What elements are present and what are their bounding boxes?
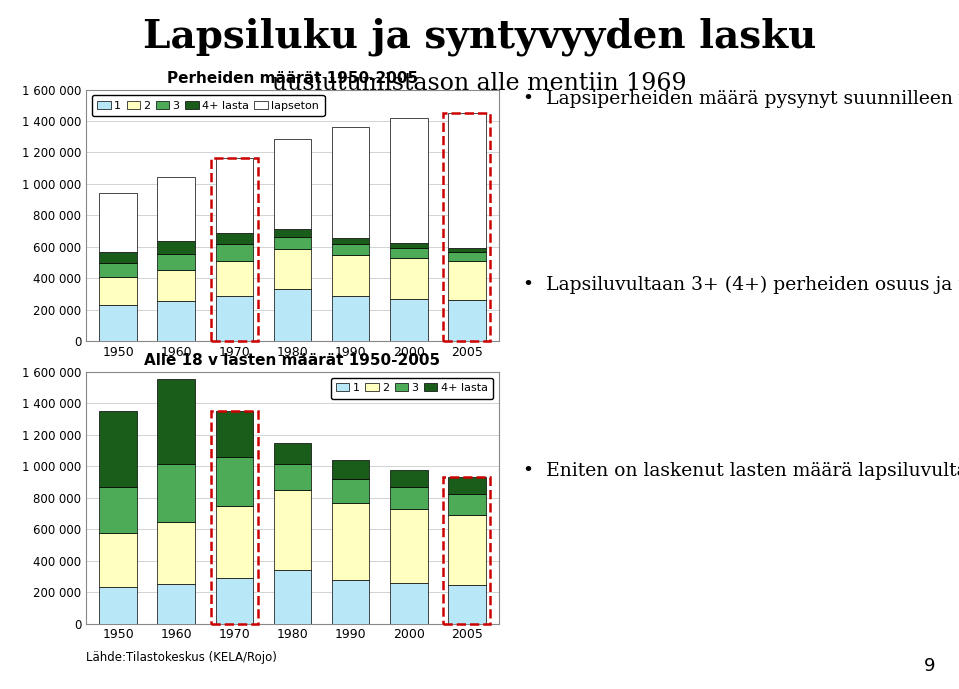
Text: •  Lapsiperheiden määrä pysynyt suunnilleen vakiona, osuus on laskenut väestön i: • Lapsiperheiden määrä pysynyt suunnille… bbox=[523, 90, 959, 107]
Bar bbox=[448, 113, 485, 247]
Bar bbox=[448, 515, 485, 585]
Bar bbox=[448, 477, 485, 494]
Bar bbox=[389, 583, 428, 624]
Bar bbox=[273, 289, 312, 341]
Bar bbox=[100, 411, 137, 487]
Bar bbox=[332, 127, 369, 238]
Bar bbox=[443, 477, 490, 624]
Bar bbox=[273, 237, 312, 249]
Bar bbox=[448, 585, 485, 624]
Text: Lapsiluku ja syntyvyyden lasku: Lapsiluku ja syntyvyyden lasku bbox=[143, 17, 816, 56]
Bar bbox=[389, 248, 428, 258]
Bar bbox=[448, 252, 485, 261]
Bar bbox=[448, 300, 485, 341]
Bar bbox=[389, 243, 428, 248]
Bar bbox=[273, 570, 312, 624]
Bar bbox=[216, 158, 253, 234]
Bar bbox=[157, 270, 196, 301]
Legend: 1, 2, 3, 4+ lasta: 1, 2, 3, 4+ lasta bbox=[331, 378, 493, 399]
Bar bbox=[211, 411, 258, 624]
Bar bbox=[100, 263, 137, 278]
Bar bbox=[216, 411, 253, 457]
Bar bbox=[157, 254, 196, 270]
Title: Alle 18 v lasten määrät 1950-2005: Alle 18 v lasten määrät 1950-2005 bbox=[145, 353, 440, 368]
Bar bbox=[448, 494, 485, 515]
Bar bbox=[448, 261, 485, 300]
Bar bbox=[100, 533, 137, 588]
Bar bbox=[157, 464, 196, 522]
Bar bbox=[389, 258, 428, 298]
Text: 9: 9 bbox=[924, 657, 935, 675]
Bar bbox=[273, 139, 312, 229]
Bar bbox=[100, 305, 137, 341]
Bar bbox=[389, 298, 428, 341]
Legend: 1, 2, 3, 4+ lasta, lapseton: 1, 2, 3, 4+ lasta, lapseton bbox=[92, 95, 324, 116]
Bar bbox=[273, 490, 312, 570]
Bar bbox=[157, 584, 196, 624]
Bar bbox=[216, 457, 253, 506]
Bar bbox=[332, 460, 369, 480]
Bar bbox=[332, 480, 369, 503]
Bar bbox=[389, 487, 428, 509]
Bar bbox=[100, 194, 137, 252]
Bar bbox=[273, 229, 312, 237]
Bar bbox=[100, 252, 137, 263]
Bar bbox=[100, 278, 137, 305]
Bar bbox=[273, 249, 312, 289]
Bar bbox=[157, 177, 196, 241]
Bar bbox=[273, 464, 312, 490]
Bar bbox=[332, 296, 369, 341]
Bar bbox=[211, 158, 258, 341]
Bar bbox=[100, 487, 137, 533]
Bar bbox=[157, 301, 196, 341]
Bar bbox=[157, 522, 196, 584]
Bar bbox=[100, 588, 137, 624]
Text: uusiutumistason alle mentiin 1969: uusiutumistason alle mentiin 1969 bbox=[272, 72, 687, 95]
Bar bbox=[157, 241, 196, 254]
Bar bbox=[332, 503, 369, 580]
Bar bbox=[389, 509, 428, 583]
Text: •  Lapsiluvultaan 3+ (4+) perheiden osuus ja määrä on laskenut ennen uusiutumist: • Lapsiluvultaan 3+ (4+) perheiden osuus… bbox=[523, 276, 959, 294]
Bar bbox=[332, 255, 369, 296]
Bar bbox=[332, 245, 369, 255]
Text: Lähde:Tilastokeskus (KELA/Rojo): Lähde:Tilastokeskus (KELA/Rojo) bbox=[86, 651, 277, 664]
Bar bbox=[216, 578, 253, 624]
Bar bbox=[332, 580, 369, 624]
Bar bbox=[273, 443, 312, 464]
Text: •  Eniten on laskenut lasten määrä lapsiluvultaan 3+ (4+) perheissä uusiutumista: • Eniten on laskenut lasten määrä lapsil… bbox=[523, 462, 959, 480]
Title: Perheiden määrät 1950-2005: Perheiden määrät 1950-2005 bbox=[167, 71, 418, 85]
Bar bbox=[216, 234, 253, 245]
Bar bbox=[443, 113, 490, 341]
Bar bbox=[389, 471, 428, 487]
Bar bbox=[216, 506, 253, 578]
Bar bbox=[448, 247, 485, 252]
Bar bbox=[216, 245, 253, 261]
Bar bbox=[332, 238, 369, 245]
Bar bbox=[216, 296, 253, 341]
Bar bbox=[389, 119, 428, 243]
Bar bbox=[216, 261, 253, 296]
Bar bbox=[157, 379, 196, 464]
